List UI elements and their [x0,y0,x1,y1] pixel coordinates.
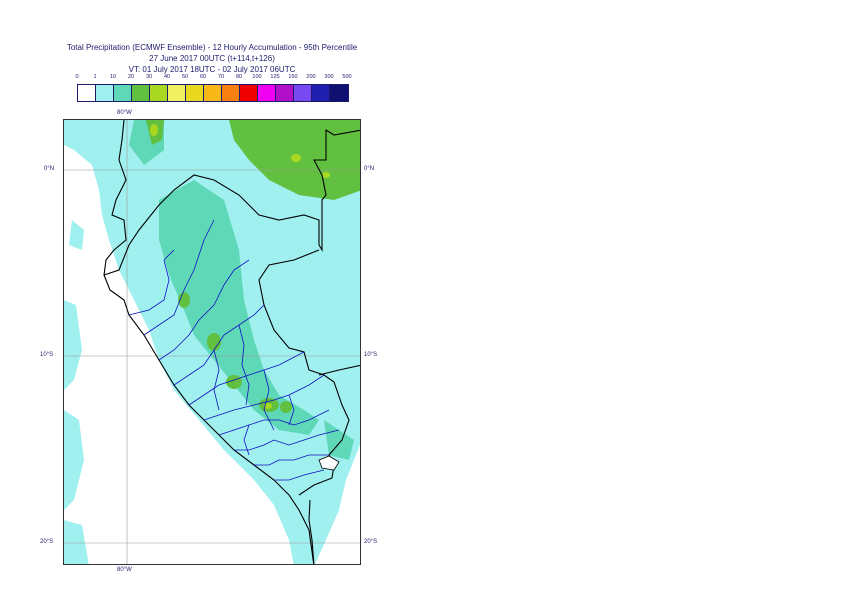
lat-label-right-20s: 20°S [364,539,378,545]
lat-label-left-10s: 10°S [40,352,54,358]
legend-swatch [204,85,222,101]
legend-color-bar [77,84,349,102]
legend-tick: 20 [127,74,135,80]
legend-swatch [294,85,312,101]
legend-tick: 10 [109,74,117,80]
legend-tick: 70 [217,74,225,80]
title-line-1: Total Precipitation (ECMWF Ensemble) - 1… [66,43,358,52]
lat-label-right-10s: 10°S [364,352,378,358]
legend-swatch [186,85,204,101]
legend-swatch [222,85,240,101]
map-svg [64,120,360,564]
legend-tick: 0 [75,74,79,80]
lat-label-left-0: 0°N [44,166,55,172]
legend-tick-labels: 0 1 10 20 30 40 50 60 70 80 100 125 150 200 300 500 [75,74,351,84]
legend-swatch [312,85,330,101]
lon-label-top: 80°W [117,110,132,116]
legend-tick: 50 [181,74,189,80]
legend-swatch [258,85,276,101]
legend-tick: 100 [252,74,262,80]
legend-tick: 500 [342,74,352,80]
color-legend: 0 1 10 20 30 40 50 60 70 80 100 125 150 200 300 500 [75,74,352,104]
lon-label-bottom: 80°W [117,567,132,573]
lat-label-left-20s: 20°S [40,539,54,545]
lat-label-right-0: 0°N [364,166,375,172]
legend-tick: 125 [270,74,280,80]
legend-swatch [114,85,132,101]
legend-tick: 1 [93,74,97,80]
legend-swatch [240,85,258,101]
legend-tick: 30 [145,74,153,80]
title-line-2: 27 June 2017 00UTC (t+114,t+126) [149,54,275,63]
precip-field-peak [150,124,330,409]
lake-titicaca [318,455,340,471]
title-line-3: VT: 01 July 2017 18UTC - 02 July 2017 06… [128,65,296,74]
legend-swatch [132,85,150,101]
legend-tick: 80 [235,74,243,80]
precipitation-map [63,119,361,565]
legend-tick: 60 [199,74,207,80]
legend-tick: 300 [324,74,334,80]
legend-swatch [330,85,348,101]
legend-swatch [276,85,294,101]
legend-swatch [168,85,186,101]
legend-tick: 150 [288,74,298,80]
legend-swatch [150,85,168,101]
legend-swatch [96,85,114,101]
legend-swatch [78,85,96,101]
region-borders [128,219,340,481]
map-title: Total Precipitation (ECMWF Ensemble) - 1… [0,42,424,75]
legend-tick: 40 [163,74,171,80]
legend-tick: 200 [306,74,316,80]
